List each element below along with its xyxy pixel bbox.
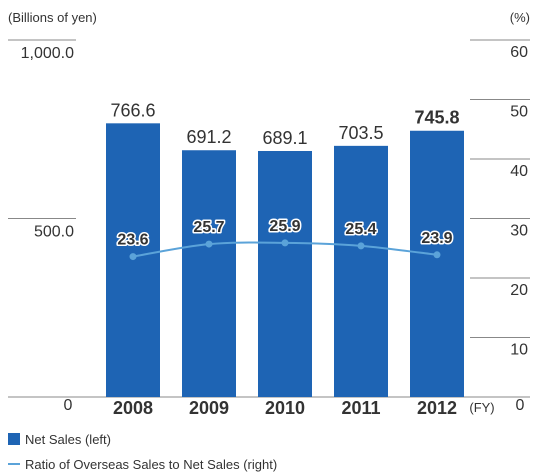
right-axis-group: 0 10 20 30 40 50 60 [470, 39, 530, 414]
ratio-point-2011 [357, 242, 365, 250]
bar-series: 766.6 691.2 689.1 703.5 745.8 [106, 100, 464, 398]
bar-2008 [106, 123, 160, 398]
bar-value-label: 689.1 [262, 128, 307, 148]
x-tick-label: 2009 [189, 398, 229, 418]
x-tick-label: 2011 [341, 398, 380, 418]
right-tick-label: 0 [516, 397, 525, 414]
legend: Net Sales (left) Ratio of Overseas Sales … [8, 432, 277, 472]
bar-2009 [182, 150, 236, 397]
ratio-value-label: 25.7 [193, 219, 224, 236]
x-tick-label: 2008 [113, 398, 153, 418]
right-tick-label: 40 [510, 163, 528, 180]
ratio-value-label: 23.6 [117, 232, 148, 249]
x-tick-label: 2012 [417, 398, 457, 418]
left-tick-label: 1,000.0 [21, 45, 74, 62]
bar-value-label: 691.2 [186, 127, 231, 147]
line-series: 23.6 25.7 25.9 25.4 23.9 [116, 216, 454, 261]
bar-2010 [258, 150, 312, 397]
left-axis-group: 0 500.0 1,000.0 [8, 39, 76, 414]
right-tick-label: 10 [510, 342, 528, 359]
ratio-point-2009 [205, 240, 213, 248]
right-axis-unit-label: (%) [510, 10, 530, 25]
ratio-value-label: 25.4 [345, 221, 376, 238]
right-tick-label: 50 [510, 104, 528, 121]
left-tick-label: 500.0 [34, 224, 74, 241]
right-tick-label: 30 [510, 223, 528, 240]
right-tick-label: 60 [510, 44, 528, 61]
x-axis-category-labels: 2008 2009 2010 2011 2012 [113, 398, 457, 418]
bar-2012 [410, 130, 464, 398]
ratio-point-2010 [281, 239, 289, 247]
legend-bar-label: Net Sales (left) [25, 432, 111, 447]
bar-value-label: 745.8 [414, 108, 459, 128]
ratio-point-2012 [433, 251, 441, 259]
x-tick-label: 2010 [265, 398, 305, 418]
bar-value-label: 766.6 [110, 100, 155, 120]
bar-value-label: 703.5 [338, 123, 383, 143]
legend-line-label: Ratio of Overseas Sales to Net Sales (ri… [25, 457, 277, 472]
right-tick-label: 20 [510, 282, 528, 299]
x-axis-unit-label: (FY) [469, 400, 494, 415]
left-tick-label: 0 [64, 397, 73, 414]
left-axis-unit-label: (Billions of yen) [8, 10, 97, 25]
ratio-value-label: 25.9 [269, 218, 300, 235]
bar-2011 [334, 145, 388, 397]
ratio-point-2008 [129, 253, 137, 261]
legend-bar-swatch [8, 433, 20, 445]
ratio-value-label: 23.9 [421, 230, 452, 247]
